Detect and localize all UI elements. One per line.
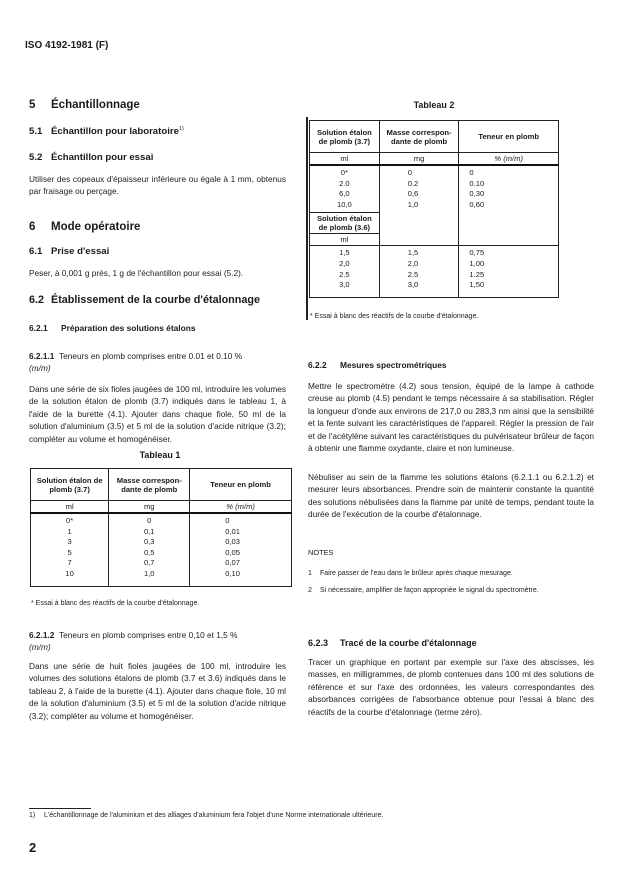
page-footnote: 1) L'échantillonnage de l'aluminium et de… xyxy=(29,812,384,819)
table-2-group-1-col-1: 0* 2.0 6,0 10,0 xyxy=(309,164,380,214)
table-2: Solution étalon de plomb (3.7) Masse corr… xyxy=(309,120,559,298)
table-cell-value: 2.5 xyxy=(407,269,419,279)
table-cell-value: 0,07 xyxy=(225,558,240,568)
table-1-header: Solution étalon de plomb (3.7) xyxy=(29,468,110,501)
table-cell-value: 10,0 xyxy=(336,199,352,209)
table-2-group-1-col-2: 0 0.2 0,6 1,0 xyxy=(378,164,460,247)
table-cell-value: 0.2 xyxy=(407,178,419,188)
table-cell-value: 1,5 xyxy=(339,248,350,258)
table-cell-value: 0,60 xyxy=(469,199,485,209)
table-1-header: Teneur en plomb xyxy=(189,468,292,501)
table-cell-value: 3,0 xyxy=(339,280,350,290)
table-2-unit: mg xyxy=(378,152,460,166)
section-6-2-1-2-text: Dans une série de huit fioles jaugées de… xyxy=(29,661,286,721)
table-2-caption: Tableau 2 xyxy=(413,100,455,110)
table-cell-value: 0,05 xyxy=(225,547,240,557)
section-6-2-1-2-heading: 6.2.1.2 Teneurs en plomb comprises entre… xyxy=(29,630,238,653)
section-6-2-1-heading: 6.2.1 Préparation des solutions étalons xyxy=(29,323,196,333)
table-2-subheader: Solution étalon de plomb (3.6) xyxy=(309,212,380,235)
section-6-2-2-heading: 6.2.2 Mesures spectrométriques xyxy=(308,360,447,370)
section-6-2-2-paragraph-1: Mettre le spectromètre (4.2) sous tensio… xyxy=(308,381,594,454)
table-cell-value: 0,6 xyxy=(407,189,419,199)
table-cell-value: 7 xyxy=(67,558,72,568)
section-6-2-heading: 6.2 Établissement de la courbe d'étalonna… xyxy=(29,294,260,306)
table-cell-value: 0,3 xyxy=(143,537,155,547)
footnote-divider xyxy=(29,808,91,809)
table-cell-value: 3 xyxy=(67,537,72,547)
table-1-footnote: * Essai à blanc des réactifs de la courb… xyxy=(31,600,200,607)
table-cell-value: 1,5 xyxy=(407,248,419,258)
table-cell-value: 2,0 xyxy=(339,258,350,268)
table-cell-value: 3,0 xyxy=(407,280,419,290)
table-cell-value: 5 xyxy=(67,547,72,557)
section-6-2-3-text: Tracer un graphique en portant par exemp… xyxy=(308,657,594,717)
table-cell-value: 1,0 xyxy=(143,568,155,578)
table-1-unit: ml xyxy=(29,500,110,514)
table-cell-value: 0,10 xyxy=(225,568,240,578)
table-1-header: Masse correspon-dante de plomb xyxy=(108,468,191,501)
table-2-unit: % (m/m) xyxy=(458,152,559,166)
table-cell-value: 6,0 xyxy=(339,189,350,199)
table-2-group-1-col-3: 0 0.10 0,30 0,60 xyxy=(458,164,559,247)
table-cell-value: 0 xyxy=(147,516,152,525)
table-2-header: Teneur en plomb xyxy=(458,120,559,153)
section-6-2-2-paragraph-2: Nébuliser au sein de la flamme les solut… xyxy=(308,472,594,520)
section-6-2-1-1-heading: 6.2.1.1 Teneurs en plomb comprises entre… xyxy=(29,351,243,374)
table-1-col-2-values: 0 0,1 0,3 0,5 0,7 1,0 xyxy=(108,512,191,587)
table-cell-value: 10 xyxy=(65,568,74,578)
table-cell-value: 2,0 xyxy=(407,258,419,268)
section-5-heading: 5 Échantillonnage xyxy=(29,99,140,111)
table-cell-value: 0,7 xyxy=(143,558,155,568)
section-6-2-3-heading: 6.2.3 Tracé de la courbe d'étalonnage xyxy=(308,638,477,648)
note-2: 2 Si nécessaire, amplifier de façon appro… xyxy=(308,587,539,594)
table-1-col-3-values: 0 0,01 0,03 0,05 0,07 0,10 xyxy=(189,512,292,587)
document-id: ISO 4192-1981 (F) xyxy=(25,40,109,51)
table-cell-value: 0,5 xyxy=(143,547,155,557)
table-cell-value: 0,01 xyxy=(225,526,240,536)
table-cell-value: 1,0 xyxy=(407,199,419,209)
note-1: 1 Faire passer de l'eau dans le brûleur a… xyxy=(308,570,513,577)
table-2-header: Masse correspon-dante de plomb xyxy=(378,120,460,153)
table-cell-value: 2.5 xyxy=(339,269,350,279)
table-cell-value: 0,75 xyxy=(469,248,485,258)
page-number: 2 xyxy=(29,840,37,855)
section-6-1-heading: 6.1 Prise d'essai xyxy=(29,246,110,257)
table-cell-value: 1,00 xyxy=(469,258,485,268)
table-2-unit: ml xyxy=(309,152,380,166)
section-5-2-text: Utiliser des copeaux d'épaisseur inférie… xyxy=(29,174,286,197)
table-cell-value: 1 xyxy=(67,526,72,536)
table-2-group-2-col-2: 1,5 2,0 2.5 3,0 xyxy=(378,245,460,298)
table-2-footnote: * Essai à blanc des réactifs de la courb… xyxy=(310,313,479,320)
notes-title: NOTES xyxy=(308,548,334,557)
table-cell-value: 0* xyxy=(66,516,74,525)
table-cell-value: 2.0 xyxy=(339,178,350,188)
table-2-subunit: ml xyxy=(309,233,380,247)
table-1-unit: mg xyxy=(108,500,191,514)
table-cell-value: 0 xyxy=(407,168,412,177)
table-cell-value: 0 xyxy=(469,168,474,177)
table-cell-value: 1,50 xyxy=(469,280,485,290)
section-6-1-text: Peser, à 0,001 g près, 1 g de l'échantil… xyxy=(29,268,244,278)
section-6-heading: 6 Mode opératoire xyxy=(29,221,141,233)
table-cell-value: 0.10 xyxy=(469,178,485,188)
change-bar xyxy=(306,117,308,320)
table-2-header: Solution étalon de plomb (3.7) xyxy=(309,120,380,153)
section-5-2-heading: 5.2 Échantillon pour essai xyxy=(29,152,154,163)
section-6-2-1-1-text: Dans une série de six fioles jaugées de … xyxy=(29,384,286,444)
table-cell-value: 0,30 xyxy=(469,189,485,199)
table-2-group-2-col-1: 1,5 2,0 2.5 3,0 xyxy=(309,245,380,298)
table-cell-value: 0,03 xyxy=(225,537,240,547)
table-1-unit: % (m/m) xyxy=(189,500,292,514)
table-1: Solution étalon de plomb (3.7) Masse corr… xyxy=(29,468,292,587)
table-1-col-1-values: 0* 1 3 5 7 10 xyxy=(29,512,110,587)
section-5-1-heading: 5.1 Échantillon pour laboratoire1) xyxy=(29,126,184,138)
table-cell-value: 0,1 xyxy=(143,526,155,536)
table-cell-value: 0* xyxy=(340,168,348,177)
table-cell-value: 1.25 xyxy=(469,269,485,279)
table-1-caption: Tableau 1 xyxy=(139,450,181,460)
table-2-group-2-col-3: 0,75 1,00 1.25 1,50 xyxy=(458,245,559,298)
table-cell-value: 0 xyxy=(225,516,230,525)
